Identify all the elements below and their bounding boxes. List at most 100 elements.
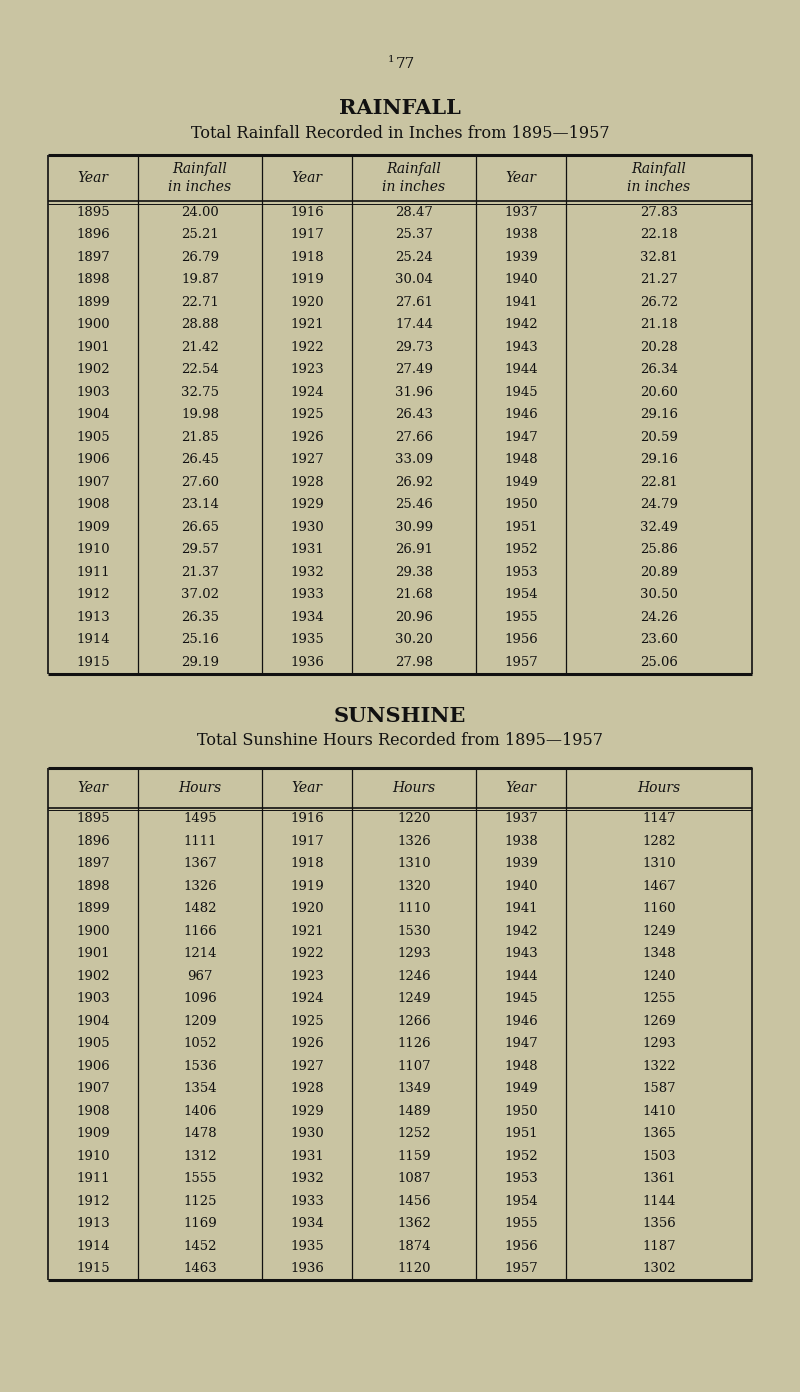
Text: 1927: 1927 [290,454,324,466]
Text: 1930: 1930 [290,521,324,533]
Text: 1911: 1911 [76,565,110,579]
Text: 1954: 1954 [504,589,538,601]
Text: 22.71: 22.71 [181,295,219,309]
Text: 1901: 1901 [76,341,110,354]
Text: 1910: 1910 [76,543,110,557]
Text: 1348: 1348 [642,947,676,960]
Text: 1111: 1111 [183,835,217,848]
Text: 30.04: 30.04 [395,273,433,287]
Text: 1932: 1932 [290,565,324,579]
Text: 1312: 1312 [183,1150,217,1162]
Text: 1931: 1931 [290,543,324,557]
Text: 1950: 1950 [504,498,538,511]
Text: 1169: 1169 [183,1217,217,1231]
Text: 21.42: 21.42 [181,341,219,354]
Text: 1944: 1944 [504,970,538,983]
Text: 1246: 1246 [397,970,431,983]
Text: 30.99: 30.99 [395,521,433,533]
Text: 1897: 1897 [76,857,110,870]
Text: 1923: 1923 [290,363,324,376]
Text: 1954: 1954 [504,1194,538,1208]
Text: 1911: 1911 [76,1172,110,1185]
Text: 33.09: 33.09 [395,454,433,466]
Text: 26.65: 26.65 [181,521,219,533]
Text: 1916: 1916 [290,813,324,825]
Text: 1908: 1908 [76,498,110,511]
Text: 1906: 1906 [76,454,110,466]
Text: 1939: 1939 [504,251,538,263]
Text: 21.27: 21.27 [640,273,678,287]
Text: 1320: 1320 [397,880,431,892]
Text: 1923: 1923 [290,970,324,983]
Text: Year: Year [506,781,537,795]
Text: 27.66: 27.66 [395,430,433,444]
Text: 1941: 1941 [504,295,538,309]
Text: 1214: 1214 [183,947,217,960]
Text: Year: Year [291,781,322,795]
Text: 1900: 1900 [76,924,110,938]
Text: 1917: 1917 [290,835,324,848]
Text: 1587: 1587 [642,1082,676,1096]
Text: 30.50: 30.50 [640,589,678,601]
Text: 1955: 1955 [504,1217,538,1231]
Text: 1945: 1945 [504,386,538,398]
Text: 1896: 1896 [76,228,110,241]
Text: 29.19: 29.19 [181,656,219,668]
Text: 1946: 1946 [504,408,538,422]
Text: 1896: 1896 [76,835,110,848]
Text: 1126: 1126 [397,1037,431,1050]
Text: 17.44: 17.44 [395,319,433,331]
Text: Year: Year [78,171,109,185]
Text: 1905: 1905 [76,430,110,444]
Text: 21.85: 21.85 [181,430,219,444]
Text: 1898: 1898 [76,880,110,892]
Text: 1120: 1120 [398,1263,430,1275]
Text: Rainfall
in inches: Rainfall in inches [627,161,690,195]
Text: 1166: 1166 [183,924,217,938]
Text: 1950: 1950 [504,1105,538,1118]
Text: Rainfall
in inches: Rainfall in inches [169,161,231,195]
Text: 1293: 1293 [397,947,431,960]
Text: 1947: 1947 [504,1037,538,1050]
Text: 21.37: 21.37 [181,565,219,579]
Text: 1957: 1957 [504,1263,538,1275]
Text: 1903: 1903 [76,386,110,398]
Text: 20.60: 20.60 [640,386,678,398]
Text: 23.60: 23.60 [640,633,678,646]
Text: 1947: 1947 [504,430,538,444]
Text: Hours: Hours [178,781,222,795]
Text: 1255: 1255 [642,992,676,1005]
Text: 1897: 1897 [76,251,110,263]
Text: 1220: 1220 [398,813,430,825]
Text: 1895: 1895 [76,206,110,219]
Text: 1899: 1899 [76,902,110,916]
Text: 26.92: 26.92 [395,476,433,489]
Text: 24.00: 24.00 [181,206,219,219]
Text: 1925: 1925 [290,408,324,422]
Text: 1362: 1362 [397,1217,431,1231]
Text: 1924: 1924 [290,992,324,1005]
Text: 25.86: 25.86 [640,543,678,557]
Text: 1249: 1249 [397,992,431,1005]
Text: 1160: 1160 [642,902,676,916]
Text: 1266: 1266 [397,1015,431,1027]
Text: Year: Year [506,171,537,185]
Text: 1903: 1903 [76,992,110,1005]
Text: 1918: 1918 [290,857,324,870]
Text: 1282: 1282 [642,835,676,848]
Text: 1938: 1938 [504,228,538,241]
Text: 1934: 1934 [290,1217,324,1231]
Text: 1913: 1913 [76,611,110,624]
Text: 31.96: 31.96 [395,386,433,398]
Text: 1904: 1904 [76,1015,110,1027]
Text: 28.47: 28.47 [395,206,433,219]
Text: 1555: 1555 [183,1172,217,1185]
Text: 26.91: 26.91 [395,543,433,557]
Text: 1365: 1365 [642,1128,676,1140]
Text: 1410: 1410 [642,1105,676,1118]
Text: 1310: 1310 [642,857,676,870]
Text: 1929: 1929 [290,1105,324,1118]
Text: 25.37: 25.37 [395,228,433,241]
Text: 1478: 1478 [183,1128,217,1140]
Text: 1908: 1908 [76,1105,110,1118]
